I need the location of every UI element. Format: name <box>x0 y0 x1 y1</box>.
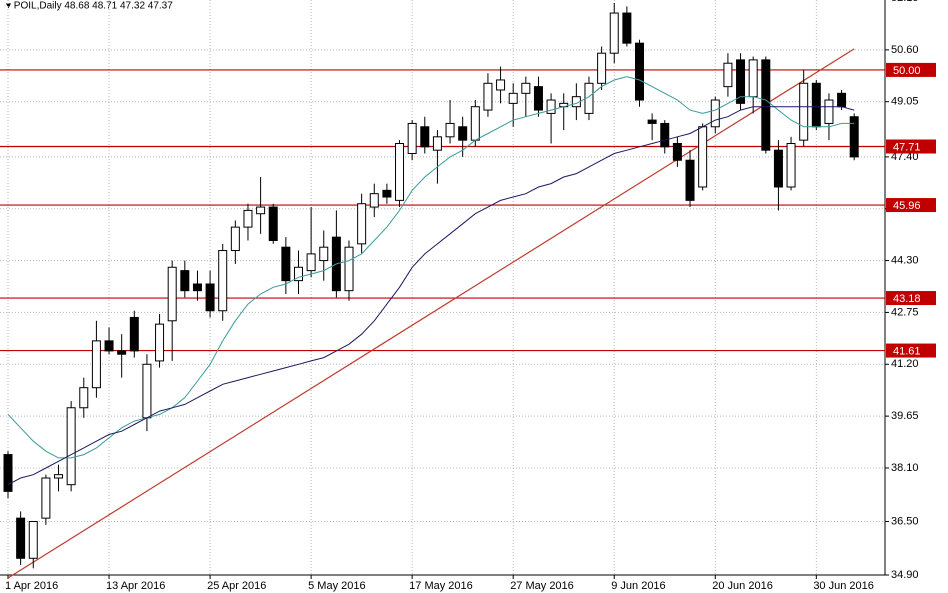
level-label: 47.71 <box>893 141 921 153</box>
candle-body <box>837 92 847 108</box>
candle-body <box>357 203 367 245</box>
x-tick-label: 13 Apr 2016 <box>106 580 165 592</box>
level-label-box <box>886 291 936 306</box>
candle-body <box>710 99 720 128</box>
y-tick-label: 42.75 <box>891 306 919 318</box>
candle-body <box>306 253 316 272</box>
y-tick-label: 47.40 <box>891 151 919 163</box>
y-tick-label: 38.10 <box>891 462 919 474</box>
level-label: 43.18 <box>893 293 921 305</box>
level-label: 41.61 <box>893 345 921 357</box>
candle-body <box>117 350 127 355</box>
candle-body <box>736 59 746 104</box>
candle-body <box>180 270 190 292</box>
candle-body <box>369 193 379 208</box>
candle-body <box>432 136 442 151</box>
candle-body <box>546 99 556 114</box>
candle-body <box>483 82 493 111</box>
candle-body <box>155 323 165 362</box>
y-tick-label: 44.30 <box>891 254 919 266</box>
candle-body <box>761 59 771 151</box>
candle-body <box>104 340 114 352</box>
level-label-box <box>886 139 936 154</box>
candle-body <box>3 454 13 492</box>
candle-body <box>230 226 240 252</box>
candle-body <box>748 59 758 98</box>
x-tick-label: 9 Jun 2016 <box>611 580 665 592</box>
candle-body <box>407 122 417 155</box>
candle-body <box>28 520 38 559</box>
candle-body <box>496 79 506 91</box>
candle-body <box>786 143 796 188</box>
candle-body <box>16 517 26 559</box>
level-label: 45.96 <box>893 200 921 212</box>
moving-average <box>7 106 855 486</box>
candle-body <box>79 387 89 409</box>
candle-body <box>824 99 834 124</box>
candle-body <box>647 119 657 124</box>
level-label-box <box>886 343 936 358</box>
y-tick-label: 36.50 <box>891 515 919 527</box>
level-label-box <box>886 62 936 77</box>
candle-body <box>635 42 644 101</box>
candle-body <box>344 246 354 292</box>
candle-body <box>597 52 607 84</box>
x-tick-label: 17 May 2016 <box>409 580 473 592</box>
candle-body <box>685 159 695 201</box>
candle-body <box>142 363 152 419</box>
candle-body <box>243 209 253 228</box>
y-tick-label: 34.90 <box>891 569 919 581</box>
candle-body <box>91 340 101 389</box>
candle-body <box>167 266 177 322</box>
y-tick-label: 41.20 <box>891 358 919 370</box>
candle-body <box>533 86 543 111</box>
trend-line <box>7 48 855 579</box>
candle-body <box>382 189 392 198</box>
candle-body <box>723 62 733 88</box>
x-tick-label: 27 May 2016 <box>510 580 574 592</box>
candle-body <box>293 266 303 282</box>
x-tick-label: 25 Apr 2016 <box>207 580 266 592</box>
y-tick-label: 52.15 <box>891 0 919 4</box>
candle-body <box>319 246 329 262</box>
y-tick-label: 49.05 <box>891 96 919 108</box>
candle-body <box>799 82 809 141</box>
x-tick-label: 1 Apr 2016 <box>5 580 58 592</box>
candle-body <box>672 143 682 161</box>
candle-body <box>218 250 228 312</box>
candle-body <box>698 126 708 188</box>
candle-body <box>54 474 64 479</box>
chart-title: ▾ POIL,Daily 48.68 48.71 47.32 47.37 <box>6 1 173 12</box>
candle-body <box>609 12 619 54</box>
y-tick-label: 50.60 <box>891 44 919 56</box>
y-tick-label: 39.65 <box>891 410 919 422</box>
candle-body <box>395 143 405 201</box>
x-tick-label: 5 May 2016 <box>308 580 365 592</box>
candle-body <box>281 246 291 282</box>
candle-body <box>458 126 468 141</box>
candle-body <box>445 122 455 138</box>
x-tick-label: 30 Jun 2016 <box>813 580 874 592</box>
candle-body <box>420 126 430 148</box>
candle-body <box>268 206 278 242</box>
x-tick-label: 20 Jun 2016 <box>712 580 773 592</box>
candle-body <box>521 82 531 94</box>
candle-body <box>622 12 632 44</box>
candle-body <box>773 149 783 188</box>
candle-body <box>256 206 266 215</box>
candle-body <box>660 122 670 148</box>
candle-body <box>41 477 51 519</box>
candle-body <box>205 283 215 312</box>
candle-body <box>508 92 518 104</box>
candle-body <box>470 106 480 141</box>
candle-body <box>192 283 202 292</box>
level-label: 50.00 <box>893 65 921 77</box>
candle-body <box>129 316 139 352</box>
candle-body <box>849 116 859 158</box>
candle-body <box>66 407 76 486</box>
level-label-box <box>886 198 936 213</box>
candle-body <box>811 82 821 128</box>
